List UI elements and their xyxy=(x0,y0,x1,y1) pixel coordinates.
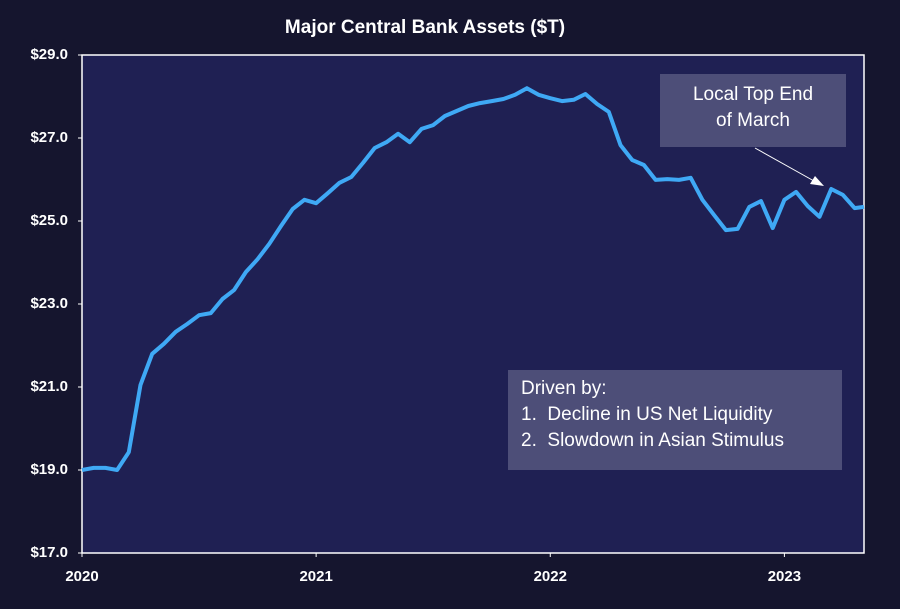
annotation-box xyxy=(660,74,846,147)
y-tick-label: $29.0 xyxy=(30,46,68,63)
x-tick-label: 2023 xyxy=(768,568,801,585)
annotation-text: Local Top End xyxy=(693,84,813,105)
y-tick-label: $27.0 xyxy=(30,129,68,146)
y-tick-label: $17.0 xyxy=(30,544,68,561)
x-tick-label: 2022 xyxy=(534,568,567,585)
chart-title: Major Central Bank Assets ($T) xyxy=(285,17,565,38)
y-tick-label: $25.0 xyxy=(30,212,68,229)
data-line xyxy=(81,86,865,472)
y-tick-label: $23.0 xyxy=(30,295,68,312)
arrow-head xyxy=(810,176,824,186)
annotation-text: 2. Slowdown in Asian Stimulus xyxy=(521,430,784,451)
x-tick-label: 2021 xyxy=(299,568,332,585)
annotation-text: Driven by: xyxy=(521,378,607,399)
annotation-arrow xyxy=(754,147,815,182)
annotation-text: of March xyxy=(716,110,790,131)
x-tick-label: 2020 xyxy=(65,568,98,585)
y-tick-label: $21.0 xyxy=(30,378,68,395)
annotation-text: 1. Decline in US Net Liquidity xyxy=(521,404,773,425)
y-tick-label: $19.0 xyxy=(30,461,68,478)
annotation-box xyxy=(508,370,842,470)
